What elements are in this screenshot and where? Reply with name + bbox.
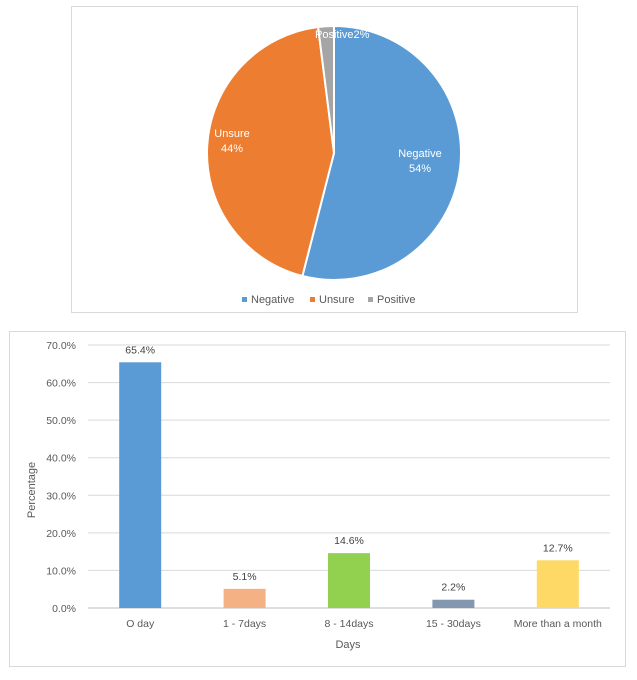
data-label-o-day: 65.4% bbox=[125, 344, 155, 356]
pie-slice-positive bbox=[316, 24, 335, 154]
y-tick-label: 20.0% bbox=[46, 528, 76, 540]
pie-slice-unsure bbox=[206, 25, 336, 278]
legend-label-unsure: Unsure bbox=[319, 294, 354, 306]
legend-label-negative: Negative bbox=[251, 294, 294, 306]
y-tick-label: 50.0% bbox=[46, 415, 76, 427]
data-label-1-7days: 5.1% bbox=[233, 571, 257, 583]
x-axis-ticks: O day 1 - 7days 8 - 14days 15 - 30days More … bbox=[126, 618, 602, 630]
y-tick-label: 10.0% bbox=[46, 565, 76, 577]
data-labels: 65.4% 5.1% 14.6% 2.2% 12.7% bbox=[125, 344, 572, 593]
bars bbox=[119, 362, 579, 608]
legend-swatch-negative bbox=[242, 297, 247, 302]
x-tick-label: 15 - 30days bbox=[426, 618, 481, 630]
x-axis-title: Days bbox=[335, 639, 361, 651]
x-tick-label: 8 - 14days bbox=[324, 618, 373, 630]
data-label-15-30days: 2.2% bbox=[441, 582, 465, 594]
pie-legend: Negative Unsure Positive bbox=[242, 294, 416, 306]
bar-8-14days bbox=[328, 553, 370, 608]
pie-slices bbox=[206, 24, 462, 281]
pie-value-unsure: 44% bbox=[221, 143, 243, 155]
legend-swatch-unsure bbox=[310, 297, 315, 302]
data-label-8-14days: 14.6% bbox=[334, 535, 364, 547]
y-axis-ticks: 0.0% 10.0% 20.0% 30.0% 40.0% 50.0% 60.0% 70.0% bbox=[46, 340, 76, 615]
pie-slice-negative bbox=[301, 24, 462, 281]
pie-chart: Negative 54% Unsure 44% Positive2% Negative U… bbox=[206, 24, 462, 306]
x-tick-label: O day bbox=[126, 618, 155, 630]
bar-chart: 0.0%10.0%20.0%30.0%40.0%50.0%60.0%70.0% … bbox=[26, 340, 610, 651]
x-tick-label: More than a month bbox=[514, 618, 602, 630]
y-tick-label: 70.0% bbox=[46, 340, 76, 352]
pie-label-positive: Positive2% bbox=[315, 29, 370, 41]
y-tick-label: 0.0% bbox=[52, 603, 76, 615]
x-tick-label: 1 - 7days bbox=[223, 618, 266, 630]
pie-label-negative: Negative bbox=[398, 148, 441, 160]
legend-item-negative: Negative bbox=[242, 294, 294, 306]
legend-swatch-positive bbox=[368, 297, 373, 302]
pie-value-negative: 54% bbox=[409, 163, 431, 175]
data-label-more-than-a-month: 12.7% bbox=[543, 542, 573, 554]
pie-labels: Negative 54% Unsure 44% Positive2% bbox=[214, 29, 441, 175]
legend-label-positive: Positive bbox=[377, 294, 416, 306]
y-tick-label: 40.0% bbox=[46, 453, 76, 465]
bar-more-than-a-month bbox=[536, 560, 579, 608]
y-tick-label: 30.0% bbox=[46, 490, 76, 502]
legend-item-positive: Positive bbox=[368, 294, 416, 306]
bar-o-day bbox=[119, 362, 162, 608]
legend-item-unsure: Unsure bbox=[310, 294, 354, 306]
pie-label-unsure: Unsure bbox=[214, 128, 249, 140]
y-axis-title: Percentage bbox=[26, 462, 38, 518]
bar-15-30days bbox=[432, 599, 475, 608]
bar-1-7days bbox=[223, 588, 266, 608]
y-tick-label: 60.0% bbox=[46, 378, 76, 390]
bar-chart-panel: 0.0% 10.0% 20.0% 30.0% 40.0% 50.0% 60.0% 70.0% … bbox=[9, 331, 626, 667]
pie-chart-panel: Negative 54% Unsure 44% Positive2% Negative U… bbox=[71, 6, 578, 313]
